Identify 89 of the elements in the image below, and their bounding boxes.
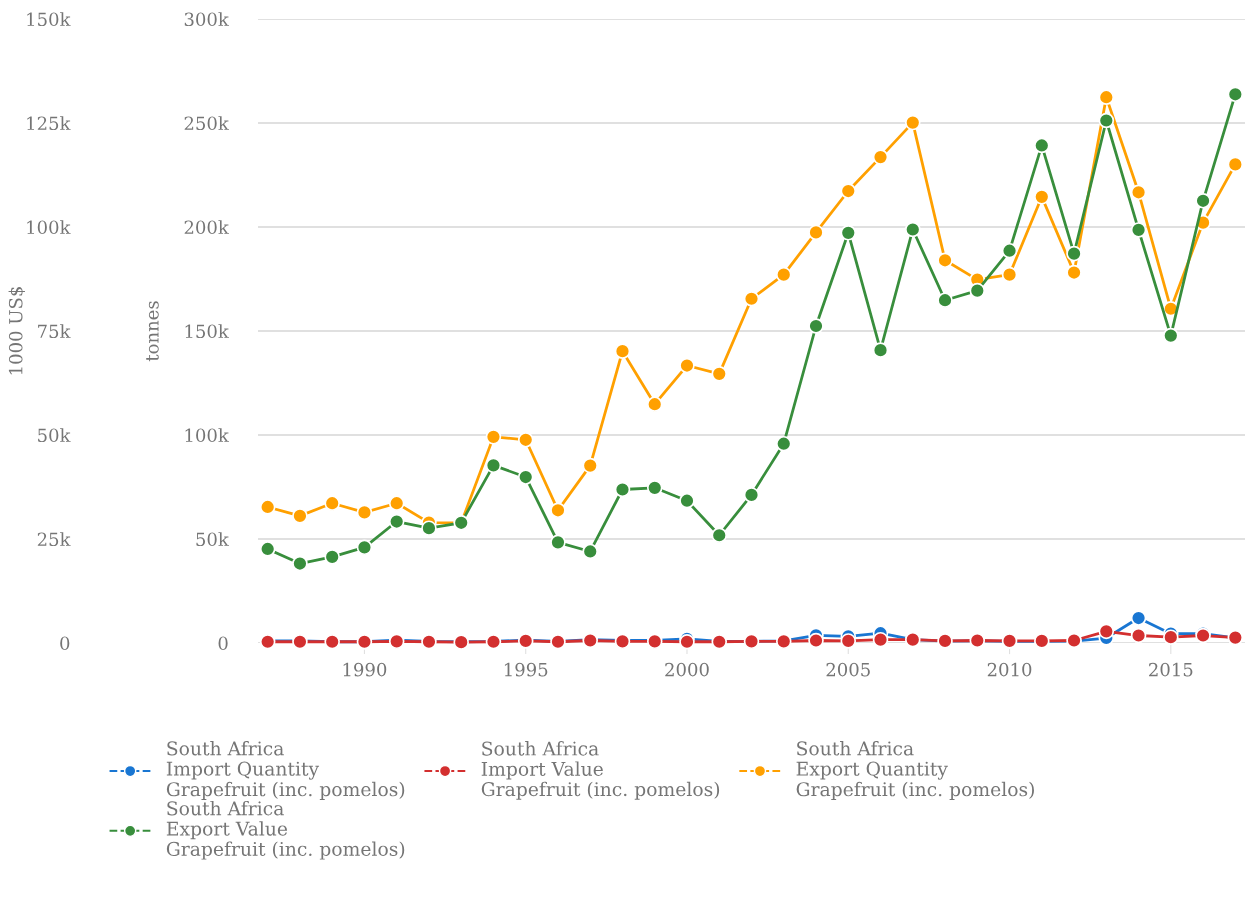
y-tick-label: 250k [184,116,229,131]
point [646,396,663,412]
point [904,221,921,238]
point [711,527,728,544]
point [356,539,373,556]
point [1130,222,1147,238]
point [679,492,695,509]
legend-label: South Africa Import Quantity Grapefruit (inc. pomelos) [166,740,405,800]
point [840,183,857,199]
y2-tick-label: 100k [27,220,71,235]
point [1001,242,1018,259]
y-tick-label: 150k [185,324,229,339]
point [1034,137,1050,154]
x-tick-label: 1995 [504,662,548,677]
y2-tick-label: 150k [27,12,71,27]
y-tick-label: 100k [185,428,229,443]
point [582,457,599,474]
point [1130,184,1147,201]
point [904,114,921,131]
x-tick-label: 2000 [665,662,709,677]
y-tick-label: 200k [184,220,229,235]
x-tick-label: 2005 [826,662,870,677]
point [517,432,534,448]
point [614,343,631,359]
point [324,495,340,512]
point [388,495,405,512]
point [1163,629,1179,645]
point [743,487,760,503]
point [582,543,599,560]
point [808,318,824,334]
point [421,520,437,536]
legend-label: South Africa Export Value Grapefruit (inc. pomelos) [166,800,405,860]
point [1163,327,1179,344]
point [1034,189,1050,205]
point [1066,264,1082,281]
legend-label: South Africa Import Value Grapefruit (inc. pomelos) [481,741,720,800]
point [1066,245,1082,262]
point [872,631,889,648]
point [1001,266,1018,283]
y2-tick-label: 0 [60,636,70,651]
point [1195,193,1211,209]
point [1130,610,1147,626]
point [775,266,792,283]
y2-tick-label: 75k [38,324,71,339]
point [388,513,405,530]
point [324,549,340,565]
point [614,481,631,498]
point [775,435,792,452]
x-tick-label: 1990 [343,662,387,677]
y-tick-label: 300k [184,12,229,27]
point [485,429,502,445]
point [356,504,373,521]
point [840,633,857,649]
legend-label: South Africa Export Quantity Grapefruit (inc. pomelos) [796,740,1034,800]
y2-tick-label: 50k [38,428,71,443]
point [259,499,276,515]
y2-tick-label: 125k [27,116,71,131]
point [485,457,502,474]
point [550,534,566,551]
point [743,290,760,307]
y2-tick-label: 25k [37,532,71,547]
point [1227,156,1244,173]
point [711,366,728,382]
point [1098,89,1115,105]
point [937,292,953,308]
point [292,508,308,524]
point [1098,623,1115,640]
point [808,224,824,241]
y-tick-label: 0 [218,636,228,651]
point [517,469,534,485]
x-tick-label: 2010 [987,662,1032,677]
point [1098,112,1115,129]
point [679,357,695,374]
point [292,555,308,572]
y-tick-label: 50k [196,532,229,547]
y2-axis-title: 1000 US$ [8,287,25,375]
point [937,252,953,269]
point [259,541,276,557]
point [872,342,889,358]
point [550,502,566,519]
point [646,480,663,496]
point [840,225,857,241]
x-tick-label: 2015 [1149,662,1193,677]
y-axis-title: tonnes [146,301,159,362]
point [1227,86,1244,103]
point [808,632,824,649]
point [1130,627,1147,644]
point [969,282,986,299]
point [872,149,889,165]
